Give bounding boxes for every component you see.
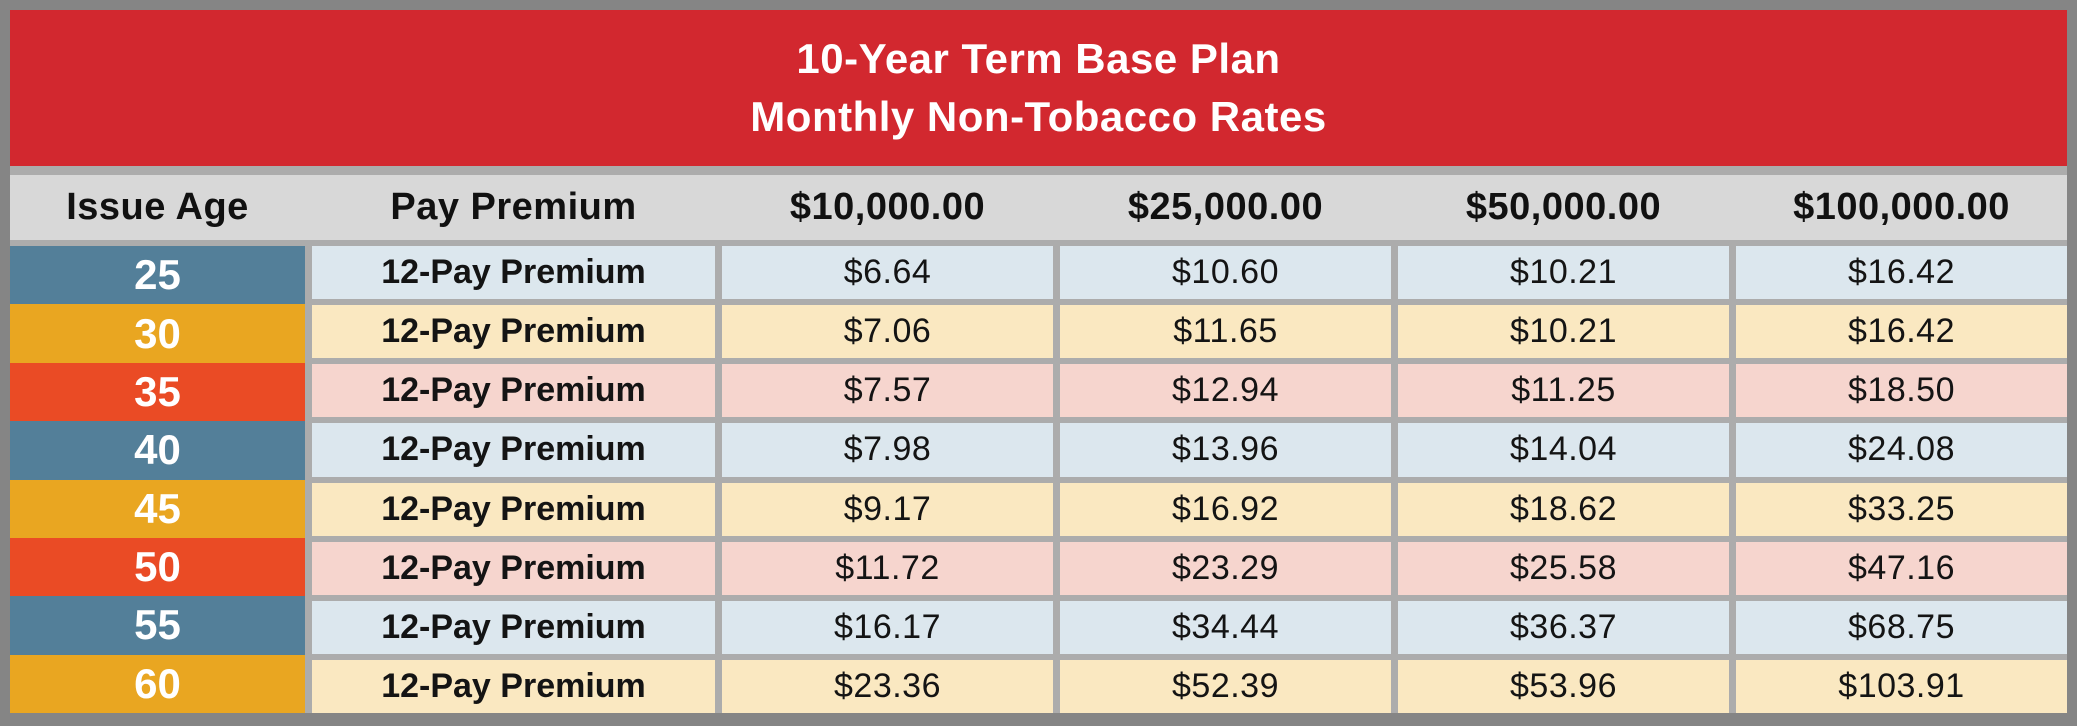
rate-cell: $14.04 (1398, 423, 1729, 477)
rate-cell: $10.60 (1060, 246, 1391, 300)
rate-cell: $13.96 (1060, 423, 1391, 477)
rate-cell: $11.72 (722, 541, 1053, 595)
table-subtitle: Monthly Non-Tobacco Rates (750, 93, 1327, 140)
rate-cell: $16.42 (1736, 305, 2067, 359)
rate-cell: $7.57 (722, 364, 1053, 418)
pay-premium-cell: 12-Pay Premium (312, 364, 715, 418)
rate-cell: $6.64 (722, 246, 1053, 300)
rate-cell: $7.06 (722, 305, 1053, 359)
pay-premium-cell: 12-Pay Premium (312, 659, 715, 713)
pay-premium-cell: 12-Pay Premium (312, 305, 715, 359)
issue-age-cell: 45 (10, 479, 305, 538)
rate-cell: $68.75 (1736, 600, 2067, 654)
column-header-50000: $50,000.00 (1465, 186, 1662, 228)
rate-table: 10-Year Term Base Plan Monthly Non-Tobac… (10, 10, 2067, 713)
column-header-issue-age: Issue Age (66, 186, 249, 228)
rate-cell: $25.58 (1398, 541, 1729, 595)
issue-age-cell: 25 (10, 246, 305, 305)
table-body: 25 30 35 40 45 50 55 60 12-Pay Premium $6.64 $10.… (10, 246, 2067, 713)
column-header-25000: $25,000.00 (1127, 186, 1324, 228)
rate-cell: $10.21 (1398, 305, 1729, 359)
column-header-10000: $10,000.00 (789, 186, 986, 228)
table-title: 10-Year Term Base Plan (796, 35, 1281, 83)
issue-age-cell: 60 (10, 654, 305, 713)
rate-cell: $16.92 (1060, 482, 1391, 536)
rate-cell: $36.37 (1398, 600, 1729, 654)
rate-rows-grid: 12-Pay Premium $6.64 $10.60 $10.21 $16.42 12-… (305, 246, 2067, 713)
column-header-pay-premium: Pay Premium (390, 186, 637, 228)
rate-cell: $103.91 (1736, 659, 2067, 713)
rate-cell: $10.21 (1398, 246, 1729, 300)
pay-premium-cell: 12-Pay Premium (312, 482, 715, 536)
gridline-horizontal (10, 240, 2067, 246)
pay-premium-cell: 12-Pay Premium (312, 246, 715, 300)
pay-premium-cell: 12-Pay Premium (312, 423, 715, 477)
rate-cell: $18.50 (1736, 364, 2067, 418)
pay-premium-cell: 12-Pay Premium (312, 600, 715, 654)
rate-cell: $16.42 (1736, 246, 2067, 300)
rate-cell: $33.25 (1736, 482, 2067, 536)
rate-cell: $23.29 (1060, 541, 1391, 595)
column-header-100000: $100,000.00 (1793, 186, 2010, 228)
rate-cell: $47.16 (1736, 541, 2067, 595)
rate-cell: $53.96 (1398, 659, 1729, 713)
rate-cell: $12.94 (1060, 364, 1391, 418)
rate-cell: $16.17 (722, 600, 1053, 654)
issue-age-cell: 55 (10, 596, 305, 655)
issue-age-cell: 30 (10, 304, 305, 363)
issue-age-cell: 35 (10, 362, 305, 422)
table-title-bar: 10-Year Term Base Plan Monthly Non-Tobac… (10, 10, 2067, 166)
rate-cell: $11.25 (1398, 364, 1729, 418)
gridline-horizontal (10, 166, 2067, 175)
rate-cell: $9.17 (722, 482, 1053, 536)
issue-age-cell: 50 (10, 537, 305, 597)
issue-age-cell: 40 (10, 421, 305, 480)
rate-cell: $18.62 (1398, 482, 1729, 536)
table-header-row: Issue Age Pay Premium $10,000.00 $25,000… (10, 175, 2067, 240)
pay-premium-cell: 12-Pay Premium (312, 541, 715, 595)
issue-age-column: 25 30 35 40 45 50 55 60 (10, 246, 305, 713)
rate-cell: $52.39 (1060, 659, 1391, 713)
rate-cell: $34.44 (1060, 600, 1391, 654)
rate-cell: $23.36 (722, 659, 1053, 713)
rate-cell: $11.65 (1060, 305, 1391, 359)
rate-cell: $7.98 (722, 423, 1053, 477)
rate-cell: $24.08 (1736, 423, 2067, 477)
